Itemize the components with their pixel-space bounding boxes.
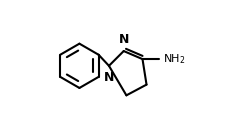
Text: N: N: [119, 33, 129, 46]
Text: NH$_2$: NH$_2$: [163, 52, 185, 66]
Text: N: N: [104, 71, 114, 84]
